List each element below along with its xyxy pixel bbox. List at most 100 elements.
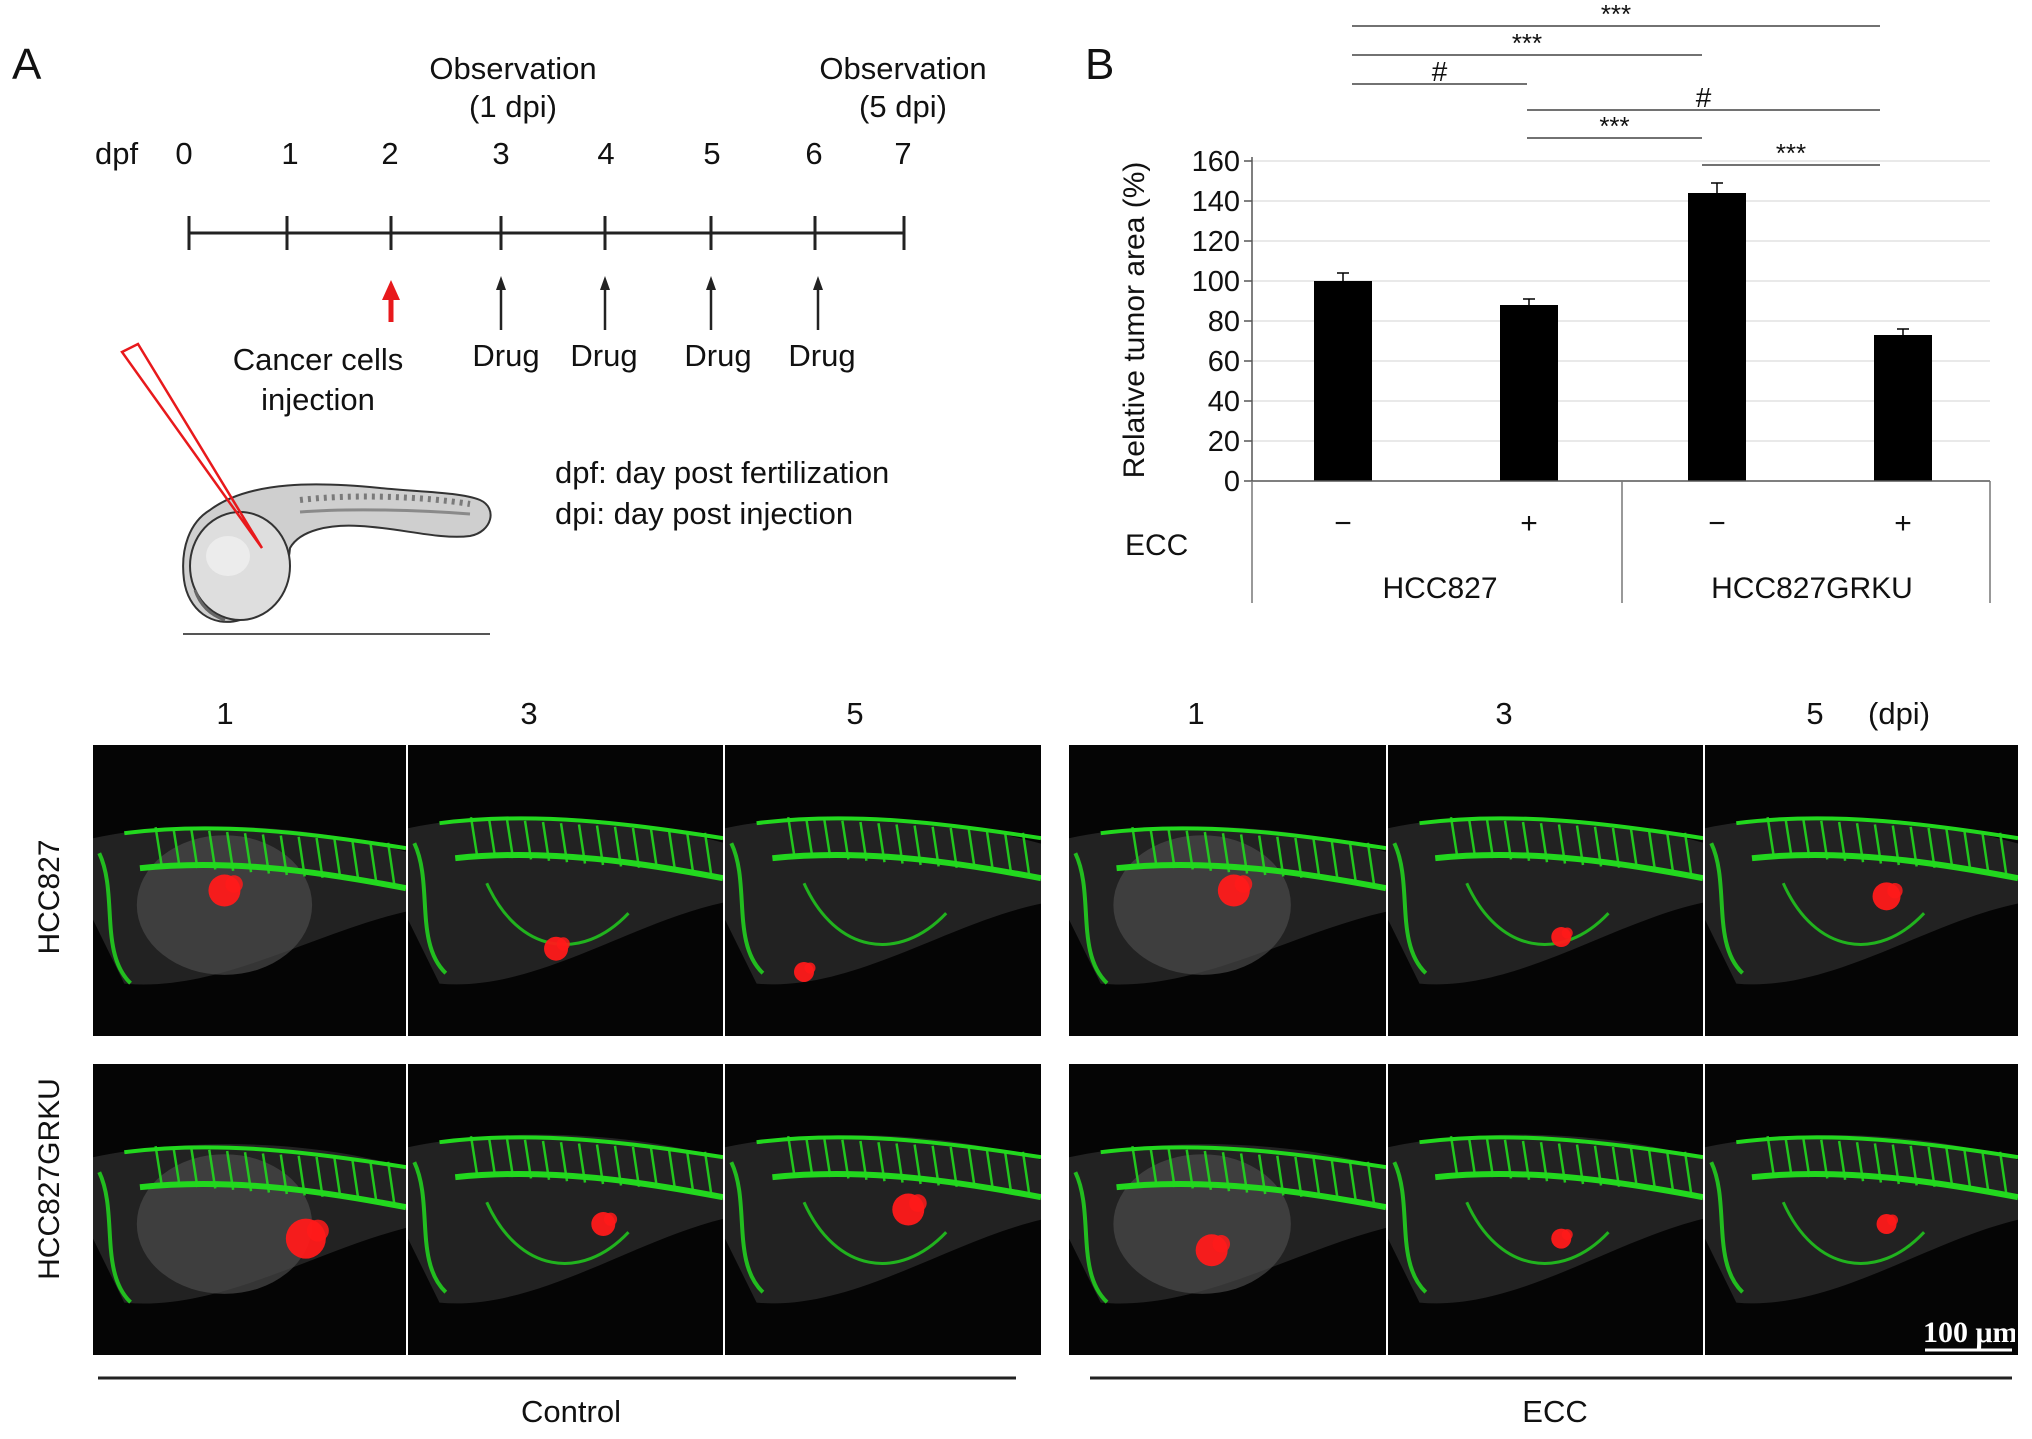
microscopy-image <box>1069 1064 1386 1355</box>
tumor-cells <box>208 874 243 907</box>
ecc-sign: − <box>1708 507 1726 540</box>
tumor-cells <box>285 1218 329 1259</box>
y-tick-label: 20 <box>1208 426 1240 458</box>
dpf-tick-label: 6 <box>805 136 823 171</box>
dpf-tick-label: 7 <box>894 136 912 171</box>
tumor-cells <box>591 1212 618 1237</box>
tumor-cells <box>1195 1234 1231 1267</box>
microscopy-image <box>93 745 406 1036</box>
dpf-tick-label: 0 <box>175 136 193 171</box>
chart-axes <box>1251 157 1991 603</box>
significance-label: *** <box>1601 0 1631 29</box>
dpf-tick-label: 2 <box>381 136 399 171</box>
ecc-sign-labels: − + − + <box>1334 507 1912 540</box>
zebrafish-larva-fluorescence <box>408 816 723 985</box>
significance-bracket: # <box>1352 56 1527 87</box>
zebrafish-embryo-illustration <box>182 483 492 635</box>
column-label-ecc: 5 <box>1806 696 1824 731</box>
zebrafish-larva-fluorescence <box>1069 1144 1386 1304</box>
dpf-tick-label: 1 <box>281 136 299 171</box>
significance-bracket: *** <box>1702 138 1880 168</box>
ecc-row-label: ECC <box>1125 529 1188 562</box>
zebrafish-larva-fluorescence <box>725 1135 1041 1304</box>
ecc-sign: + <box>1520 507 1538 540</box>
chart-gridlines <box>1244 160 1990 482</box>
legend-dpf: dpf: day post fertilization <box>555 455 890 490</box>
microscopy-image <box>1705 1064 2018 1355</box>
y-axis-label: Relative tumor area (%) <box>1118 162 1151 479</box>
ecc-sign: − <box>1334 507 1352 540</box>
column-label-ecc: 3 <box>1495 696 1513 731</box>
scale-bar-label: 100 μm <box>1923 1316 2015 1349</box>
chart-error-bars <box>1337 182 1909 335</box>
significance-label: *** <box>1776 138 1806 168</box>
tumor-cells <box>794 961 816 982</box>
observation-5dpi-label: Observation (5 dpi) <box>819 51 987 124</box>
drug-label: Drug <box>788 338 856 373</box>
bar <box>1874 335 1932 481</box>
significance-label: *** <box>1512 28 1542 58</box>
observation-1dpi-label: Observation (1 dpi) <box>429 51 597 124</box>
zebrafish-larva-fluorescence <box>93 1144 406 1304</box>
group-labels: HCC827 HCC827GRKU <box>1382 572 1912 605</box>
drug-arrow <box>600 276 610 330</box>
error-bar <box>1897 328 1909 335</box>
tumor-cells <box>1551 1228 1573 1249</box>
tumor-cells <box>892 1193 927 1226</box>
chart-y-tick-labels: 0 20 40 60 80 100 120 140 160 <box>1192 146 1240 498</box>
panel-a-letter: A <box>12 40 42 89</box>
microscopy-image <box>725 745 1041 1036</box>
y-tick-label: 120 <box>1192 226 1240 258</box>
microscopy-image <box>1069 745 1386 1036</box>
zebrafish-larva-fluorescence <box>725 816 1041 985</box>
y-tick-label: 80 <box>1208 306 1240 338</box>
drug-label: Drug <box>570 338 638 373</box>
timeline-ticks <box>187 216 906 250</box>
panel-b-letter: B <box>1085 40 1115 89</box>
zebrafish-larva-fluorescence <box>408 1134 723 1304</box>
drug-arrow <box>496 276 506 330</box>
group-label: HCC827 <box>1382 572 1497 605</box>
zebrafish-larva-fluorescence <box>1388 1134 1703 1304</box>
error-bar <box>1523 298 1535 305</box>
significance-bracket: # <box>1527 82 1880 113</box>
y-tick-label: 60 <box>1208 346 1240 378</box>
y-tick-label: 0 <box>1224 466 1240 498</box>
chart-bars <box>1314 193 1932 481</box>
tumor-cells <box>1872 882 1903 911</box>
group-label-ecc: ECC <box>1522 1394 1588 1429</box>
microscopy-image <box>725 1064 1041 1355</box>
group-label: HCC827GRKU <box>1711 572 1913 605</box>
significance-bracket: *** <box>1352 28 1702 58</box>
column-label-control: 1 <box>216 696 234 731</box>
zebrafish-larva-fluorescence <box>1069 826 1386 985</box>
dpf-tick-label: 5 <box>703 136 721 171</box>
group-label-control: Control <box>521 1394 621 1429</box>
microscopy-image <box>408 745 723 1036</box>
significance-brackets: *** *** # # *** *** <box>1352 0 1880 168</box>
significance-bracket: *** <box>1352 0 1880 29</box>
bar <box>1314 281 1372 481</box>
tumor-cells <box>544 936 570 961</box>
zebrafish-larva-fluorescence <box>1388 816 1703 985</box>
significance-label: # <box>1432 56 1448 87</box>
microscopy-image <box>1388 745 1703 1036</box>
column-label-control: 3 <box>520 696 538 731</box>
significance-label: *** <box>1599 111 1629 141</box>
error-bar <box>1337 272 1349 281</box>
y-tick-label: 40 <box>1208 386 1240 418</box>
timeline <box>120 216 906 635</box>
y-tick-label: 100 <box>1192 266 1240 298</box>
ecc-sign: + <box>1894 507 1912 540</box>
bar <box>1500 305 1558 481</box>
significance-label: # <box>1696 82 1712 113</box>
zebrafish-larva-fluorescence <box>1705 1135 2018 1304</box>
y-tick-label: 160 <box>1192 146 1240 178</box>
legend-dpi: dpi: day post injection <box>555 496 854 531</box>
injection-pipette-illustration <box>120 342 264 549</box>
microscopy-image <box>1388 1064 1703 1355</box>
drug-arrows <box>496 276 823 330</box>
drug-arrow <box>706 276 716 330</box>
drug-arrow <box>813 276 823 330</box>
